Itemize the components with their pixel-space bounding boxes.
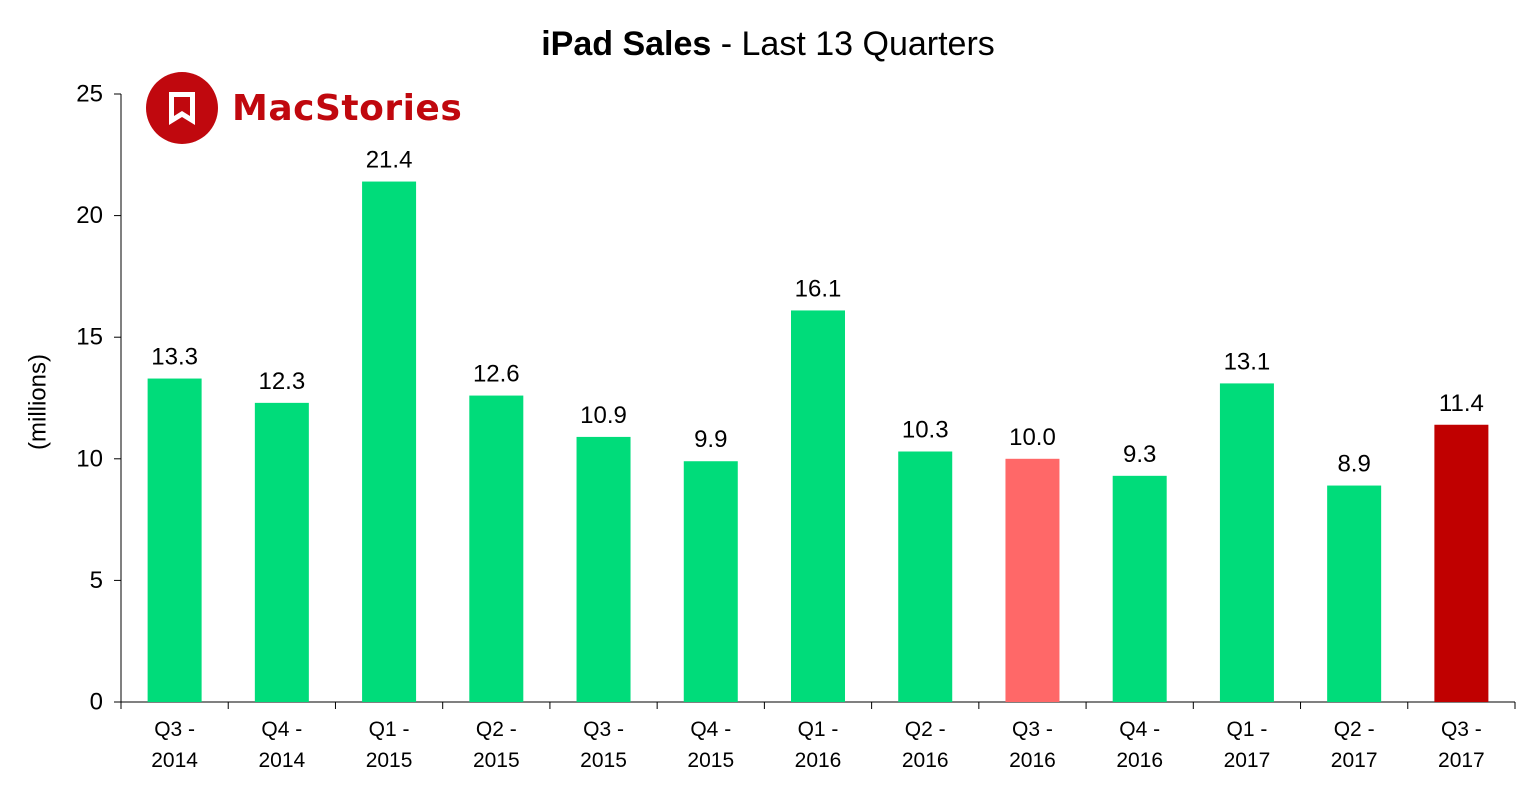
x-tick-label: Q1 - — [369, 718, 410, 741]
bar — [147, 378, 202, 702]
x-tick-label-year: 2015 — [366, 749, 413, 772]
x-tick-label: Q2 - — [905, 718, 946, 741]
x-tick-label-year: 2016 — [1116, 749, 1163, 772]
logo-text: MacStories — [232, 87, 463, 129]
x-tick-label: Q1 - — [1227, 718, 1268, 741]
bar — [898, 451, 953, 702]
y-tick-label: 25 — [76, 81, 103, 108]
x-tick-label: Q2 - — [476, 718, 517, 741]
x-tick-label-year: 2016 — [795, 749, 842, 772]
bar — [1219, 383, 1274, 702]
x-tick-label: Q3 - — [1441, 718, 1482, 741]
x-tick-label-year: 2016 — [902, 749, 949, 772]
bar — [362, 181, 417, 702]
bar — [576, 436, 631, 702]
bar — [469, 395, 524, 702]
bar-value-label: 10.3 — [902, 417, 949, 444]
y-tick-label: 15 — [76, 324, 103, 351]
bar — [683, 461, 738, 702]
x-tick-label: Q2 - — [1334, 718, 1375, 741]
y-tick-label: 5 — [90, 567, 103, 594]
chart-title: iPad Sales - Last 13 Quarters — [0, 22, 1536, 66]
bar — [1434, 424, 1489, 702]
x-tick-label: Q3 - — [154, 718, 195, 741]
x-tick-label: Q3 - — [583, 718, 624, 741]
bar-value-label: 12.3 — [258, 368, 305, 395]
bar-value-label: 10.9 — [580, 402, 627, 429]
x-tick-label-year: 2014 — [151, 749, 198, 772]
bar-value-label: 8.9 — [1337, 451, 1370, 478]
bar — [791, 310, 845, 702]
bar-value-label: 9.9 — [694, 426, 727, 453]
x-tick-label: Q4 - — [261, 718, 302, 741]
x-tick-label-year: 2015 — [687, 749, 734, 772]
bar — [1327, 485, 1382, 702]
bar-value-label: 9.3 — [1123, 441, 1156, 468]
bookmark-icon — [146, 72, 218, 144]
x-tick-label: Q4 - — [1119, 718, 1160, 741]
bar — [254, 402, 309, 702]
bar-value-label: 10.0 — [1009, 424, 1056, 451]
bar-value-label: 13.3 — [151, 344, 198, 371]
x-tick-label-year: 2015 — [580, 749, 627, 772]
chart-title-bold: iPad Sales — [541, 25, 712, 63]
bar-value-label: 13.1 — [1224, 348, 1271, 375]
bar-value-label: 21.4 — [366, 147, 413, 174]
x-tick-label-year: 2017 — [1224, 749, 1271, 772]
chart-bars — [147, 181, 1489, 702]
chart-labels: 0 5 10 15 20 25 (millions) 13.3 Q3 - 2014 12.3 Q4 -… — [25, 81, 1485, 773]
chart-title-rest: - Last 13 Quarters — [711, 25, 995, 63]
bar-value-label: 12.6 — [473, 361, 520, 388]
bar — [1005, 458, 1060, 702]
y-axis-label: (millions) — [25, 354, 52, 450]
y-tick-label: 10 — [76, 445, 103, 472]
x-tick-label-year: 2017 — [1438, 749, 1485, 772]
x-tick-label: Q3 - — [1012, 718, 1053, 741]
x-tick-label: Q4 - — [690, 718, 731, 741]
bar-value-label: 11.4 — [1439, 390, 1484, 417]
x-tick-label: Q1 - — [798, 718, 839, 741]
bar — [1112, 475, 1167, 702]
x-tick-label-year: 2016 — [1009, 749, 1056, 772]
macstories-logo: MacStories — [146, 72, 462, 144]
y-tick-label: 20 — [76, 202, 103, 229]
y-tick-label: 0 — [90, 689, 103, 716]
bar-value-label: 16.1 — [795, 275, 842, 302]
x-tick-label-year: 2014 — [258, 749, 305, 772]
x-tick-label-year: 2015 — [473, 749, 520, 772]
x-tick-label-year: 2017 — [1331, 749, 1378, 772]
